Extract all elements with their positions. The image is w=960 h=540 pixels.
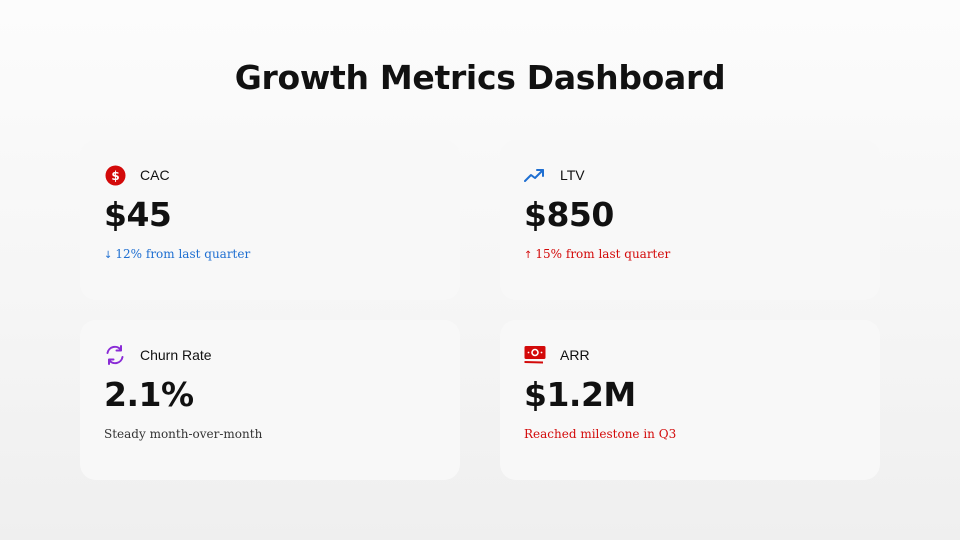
metric-change-text: 12% from last quarter <box>115 247 251 261</box>
metric-label: CAC <box>140 167 170 183</box>
metric-change: ↓ 12% from last quarter <box>104 246 436 264</box>
trending-up-icon <box>524 164 546 186</box>
metric-label: ARR <box>560 347 590 363</box>
metric-value: 2.1% <box>104 375 194 414</box>
card-header: LTV <box>524 164 856 186</box>
page-title: Growth Metrics Dashboard <box>234 58 726 97</box>
dollar-circle-icon: $ <box>104 164 126 186</box>
card-header: ARR <box>524 344 856 366</box>
metrics-grid: $ CAC $45 ↓ 12% from last quarter LTV $85… <box>80 140 880 480</box>
metric-value: $45 <box>104 195 172 234</box>
metric-card-cac: $ CAC $45 ↓ 12% from last quarter <box>80 140 460 300</box>
metric-change: Reached milestone in Q3 <box>524 427 677 441</box>
metric-label: Churn Rate <box>140 347 212 363</box>
metric-change: ↑ 15% from last quarter <box>524 246 856 264</box>
metric-change: Steady month-over-month <box>104 427 263 441</box>
svg-text:$: $ <box>111 169 119 183</box>
metric-card-churn-rate: Churn Rate 2.1% Steady month-over-month <box>80 320 460 480</box>
card-header: $ CAC <box>104 164 436 186</box>
metric-card-ltv: LTV $850 ↑ 15% from last quarter <box>500 140 880 300</box>
refresh-cycle-icon <box>104 344 126 366</box>
metric-value: $1.2M <box>524 375 636 414</box>
arrow-down-icon: ↓ <box>104 250 113 261</box>
banknotes-icon <box>524 344 546 366</box>
metric-value: $850 <box>524 195 614 234</box>
metric-label: LTV <box>560 167 585 183</box>
metric-change-text: 15% from last quarter <box>535 247 671 261</box>
arrow-up-icon: ↑ <box>524 250 533 261</box>
metric-card-arr: ARR $1.2M Reached milestone in Q3 <box>500 320 880 480</box>
card-header: Churn Rate <box>104 344 436 366</box>
